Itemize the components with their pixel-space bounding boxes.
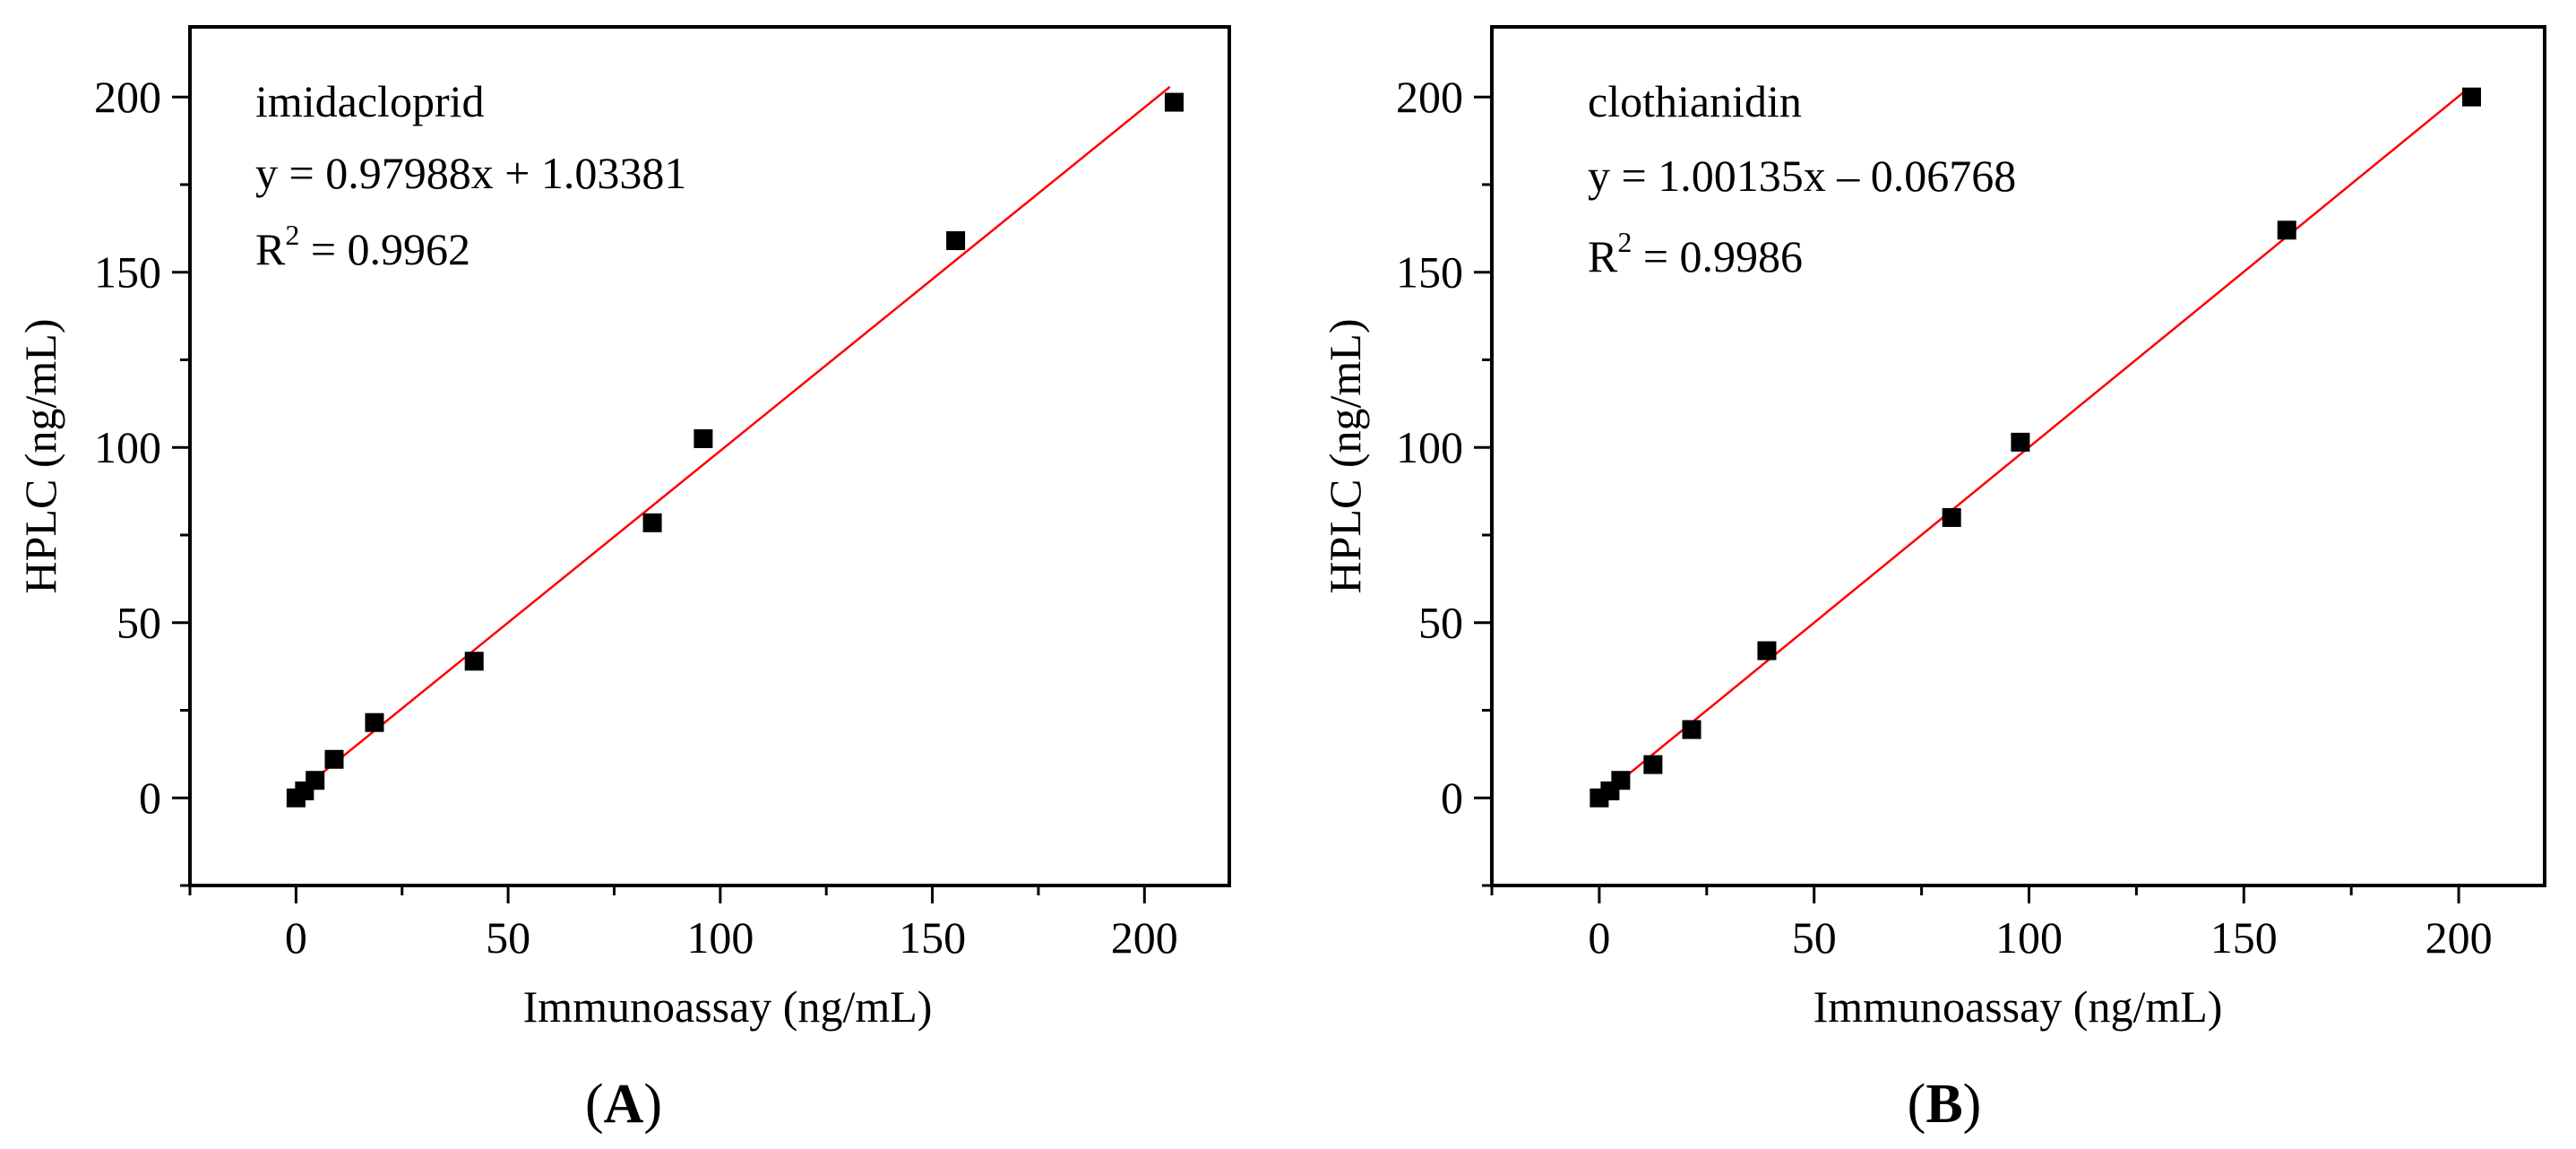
- data-point: [306, 771, 325, 790]
- tick-labels: 0 50 100 150 200 0 50 100 150 200: [94, 72, 1178, 963]
- r2-prefix: R: [1588, 231, 1618, 281]
- data-point: [324, 749, 344, 769]
- x-tick-label: 100: [686, 912, 754, 963]
- fit-line: [295, 85, 1171, 796]
- data-point: [1757, 641, 1777, 661]
- data-point: [1643, 755, 1663, 774]
- x-tick-label: 150: [899, 912, 966, 963]
- annotation-equation: y = 1.00135x – 0.06768: [1588, 151, 2016, 201]
- x-tick-label: 200: [1111, 912, 1178, 963]
- data-point: [1942, 507, 1961, 527]
- y-tick-label: 50: [1418, 598, 1463, 648]
- plot-frame: [1490, 25, 2546, 887]
- r2-prefix: R: [255, 224, 286, 274]
- fit-line-group: [1598, 88, 2468, 799]
- y-axis-title: HPLC (ng/mL): [15, 319, 65, 594]
- y-axis-title: HPLC (ng/mL): [1320, 319, 1370, 594]
- data-point: [2461, 87, 2481, 107]
- x-tick-label: 0: [285, 912, 307, 963]
- data-point: [694, 428, 713, 448]
- tick-labels: 0 50 100 150 200 0 50 100 150 200: [1396, 72, 2493, 963]
- data-point: [365, 713, 384, 732]
- data-points: [1590, 87, 2481, 808]
- panel-label-close: ): [1963, 1074, 1982, 1135]
- data-point: [1611, 771, 1631, 790]
- x-axis-title: Immunoassay (ng/mL): [1814, 981, 2223, 1032]
- data-point: [1682, 720, 1702, 739]
- axis-ticks: [172, 95, 1146, 903]
- fit-line: [1598, 88, 2468, 799]
- data-points: [286, 92, 1184, 808]
- panel-label-open: (: [1908, 1074, 1926, 1135]
- annotation-compound: imidacloprid: [255, 76, 485, 126]
- r2-superscript: 2: [285, 219, 299, 251]
- y-tick-label: 200: [94, 72, 161, 122]
- panel-label-close: ): [643, 1074, 662, 1135]
- x-tick-label: 200: [2425, 912, 2493, 963]
- data-point: [642, 513, 662, 532]
- x-tick-label: 150: [2210, 912, 2278, 963]
- panel-label-letter: A: [604, 1074, 644, 1135]
- data-point: [1164, 92, 1184, 112]
- annotation-r2: R2 = 0.9962: [255, 219, 470, 274]
- x-tick-label: 50: [1792, 912, 1837, 963]
- x-axis-title: Immunoassay (ng/mL): [523, 981, 933, 1032]
- axis-ticks: [1474, 95, 2460, 903]
- r2-value: = 0.9986: [1632, 231, 1803, 281]
- y-tick-label: 0: [1441, 773, 1463, 823]
- y-tick-label: 100: [94, 422, 161, 472]
- annotation-r2: R2 = 0.9986: [1588, 226, 1803, 281]
- x-tick-label: 100: [1995, 912, 2063, 963]
- y-tick-label: 150: [94, 247, 161, 298]
- panel-label: (B): [1908, 1074, 1982, 1135]
- y-tick-label: 200: [1396, 72, 1463, 122]
- panel-a: 0 50 100 150 200 0 50 100 150 200 imidacloprid y …: [15, 25, 1231, 1135]
- r2-superscript: 2: [1617, 226, 1632, 258]
- annotation-compound: clothianidin: [1588, 76, 1802, 126]
- data-point: [2011, 432, 2030, 452]
- y-tick-label: 50: [116, 598, 161, 648]
- r2-value: = 0.9962: [299, 224, 470, 274]
- plot-frame: [188, 25, 1231, 887]
- x-tick-label: 50: [486, 912, 530, 963]
- y-tick-label: 100: [1396, 422, 1463, 472]
- x-tick-label: 0: [1588, 912, 1610, 963]
- fit-line-group: [295, 85, 1171, 796]
- panel-label: (A): [585, 1074, 662, 1135]
- y-tick-label: 150: [1396, 247, 1463, 298]
- data-point: [946, 231, 966, 251]
- y-tick-label: 0: [139, 773, 161, 823]
- annotation-equation: y = 0.97988x + 1.03381: [255, 148, 686, 198]
- panel-label-letter: B: [1926, 1074, 1962, 1135]
- panel-b: 0 50 100 150 200 0 50 100 150 200 clothianidin y …: [1320, 25, 2546, 1135]
- panel-label-open: (: [585, 1074, 604, 1135]
- data-point: [464, 652, 484, 671]
- data-point: [2277, 220, 2296, 240]
